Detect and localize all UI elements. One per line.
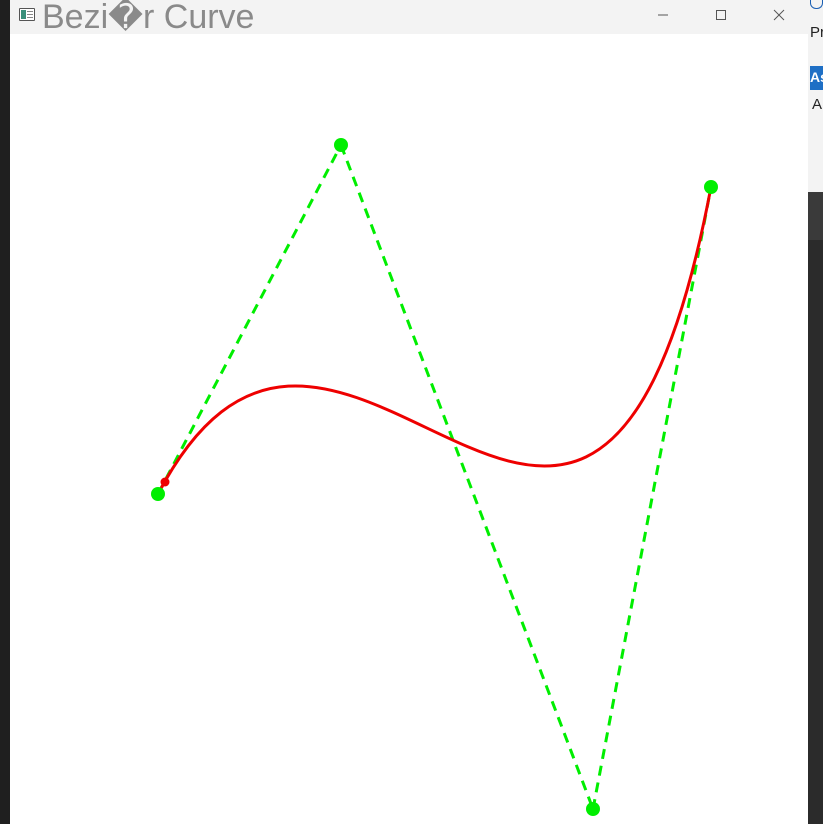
background-window-panel (808, 0, 823, 192)
control-point-0[interactable] (151, 487, 165, 501)
background-label-pro: Pro (810, 24, 823, 41)
control-point-1[interactable] (334, 138, 348, 152)
bezier-curve (156, 186, 713, 495)
minimize-button[interactable] (640, 0, 686, 30)
curve-start-marker (160, 477, 170, 487)
background-label-a: A (812, 96, 823, 113)
control-point-2[interactable] (586, 802, 600, 816)
control-polygon-segment (156, 144, 343, 495)
title-bar[interactable]: Bezi�r Curve (10, 0, 808, 36)
window-title: Bezi�r Curve (42, 0, 255, 36)
background-tab-label: As (810, 69, 823, 85)
drawing-canvas[interactable] (10, 34, 808, 824)
app-icon[interactable] (19, 8, 35, 21)
close-icon (773, 9, 785, 21)
control-polygon-segment (591, 186, 713, 810)
background-window-toolbar (808, 192, 823, 240)
control-polygon-segment (339, 144, 595, 810)
control-point-3[interactable] (704, 180, 718, 194)
minimize-icon (658, 14, 668, 16)
maximize-button[interactable] (698, 0, 744, 30)
maximize-icon (716, 10, 726, 20)
background-tab-as[interactable]: As (810, 66, 823, 90)
bezier-window: Bezi�r Curve (10, 0, 808, 824)
desktop-left-edge (0, 0, 10, 824)
close-button[interactable] (756, 0, 802, 30)
